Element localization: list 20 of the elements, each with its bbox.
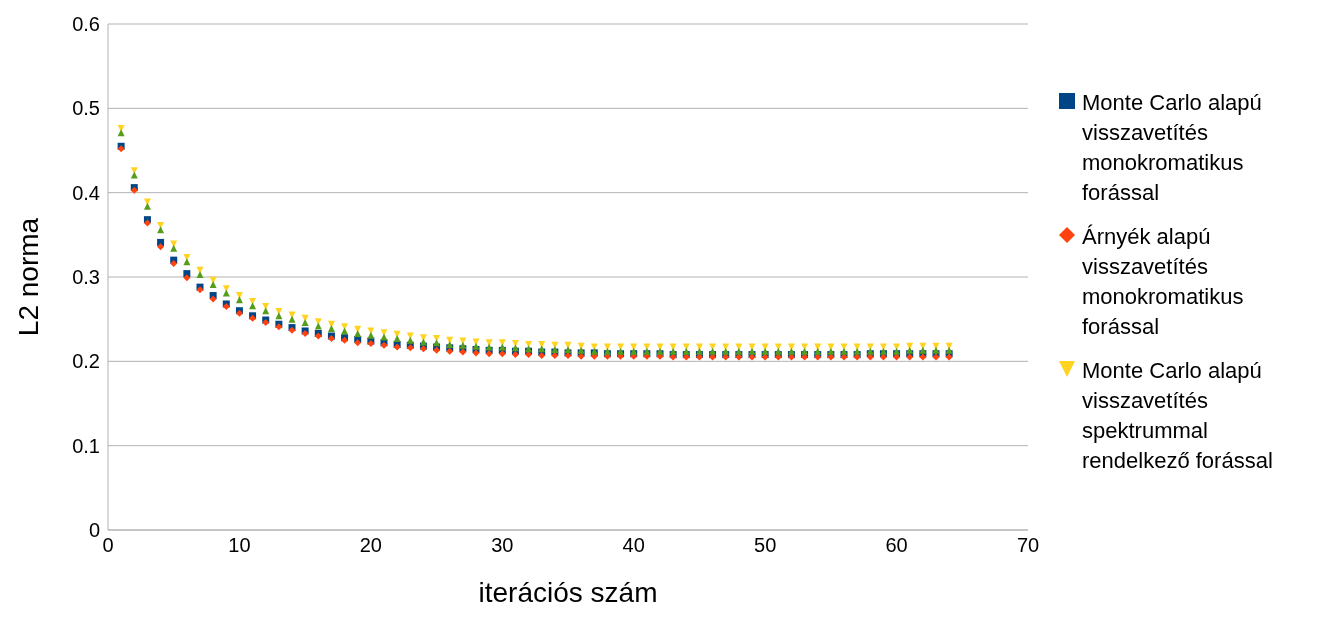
x-tick-label: 0 (102, 534, 114, 557)
x-axis-title: iterációs szám (478, 577, 658, 608)
x-tick-label: 50 (754, 534, 777, 557)
y-tick-label: 0.2 (72, 350, 100, 373)
y-tick-label: 0.6 (72, 13, 100, 36)
y-tick-label: 0 (88, 519, 100, 542)
legend-label: Árnyék alapú visszavetítés monokromatikus forással (1082, 223, 1245, 341)
y-tick-label: 0.4 (72, 181, 100, 204)
x-tick-label: 20 (359, 534, 382, 557)
y-tick-label: 0.3 (72, 266, 100, 289)
legend-label: Monte Carlo alapú visszavetítés monokromatikus forással (1082, 89, 1263, 207)
y-tick-label: 0.5 (72, 97, 100, 120)
x-tick-label: 70 (1016, 534, 1040, 557)
x-tick-label: 30 (491, 534, 514, 557)
y-axis-title: L2 norma (12, 217, 44, 337)
y-tick-label: 0.1 (72, 434, 100, 457)
x-tick-label: 10 (228, 534, 251, 557)
x-tick-label: 60 (885, 534, 908, 557)
x-tick-label: 40 (622, 534, 645, 557)
legend-label: Monte Carlo alapú visszavetítés spektrummal rendelkező forással (1082, 357, 1274, 475)
